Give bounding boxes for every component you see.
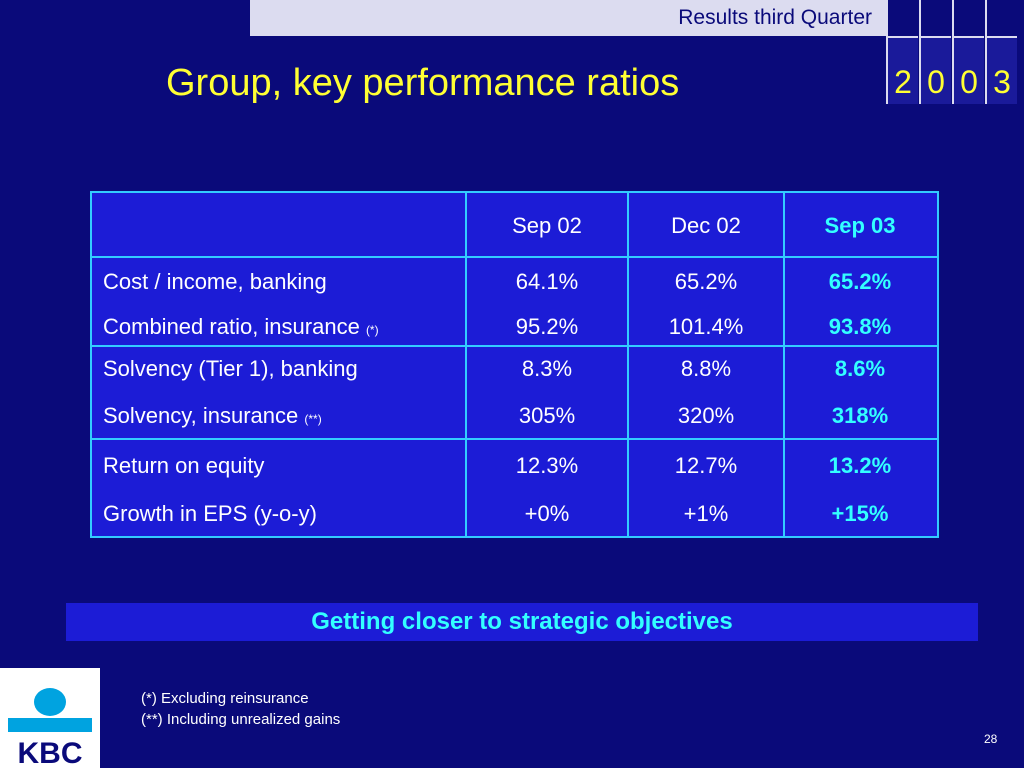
row-label: Combined ratio, insurance (*): [103, 314, 379, 339]
table-cell-current: 93.8%: [828, 314, 892, 339]
column-header: Sep 02: [512, 213, 582, 238]
table-cell: 101.4%: [668, 314, 744, 339]
table-divider: [92, 256, 937, 258]
table-cell: 65.2%: [674, 269, 738, 294]
kbc-logo: KBC: [0, 668, 100, 768]
year-digit: 0: [927, 64, 945, 100]
table-divider: [627, 193, 629, 536]
table-cell: 8.8%: [680, 356, 732, 381]
table-divider: [92, 438, 937, 440]
row-label: Solvency, insurance (**): [103, 403, 322, 428]
footnote: (*) Excluding reinsurance: [141, 690, 309, 707]
table-divider: [92, 345, 937, 347]
row-note: (*): [365, 323, 379, 337]
year-digit-cell: 0: [919, 0, 951, 104]
page-number: 28: [984, 732, 998, 746]
table-cell: 8.3%: [521, 356, 573, 381]
year-digit: 0: [960, 64, 978, 100]
table-cell: 12.7%: [674, 453, 738, 478]
section-title: Results third Quarter: [678, 6, 872, 29]
table-cell-current: 318%: [831, 403, 889, 428]
table-cell: +0%: [524, 501, 570, 526]
strategic-banner: Getting closer to strategic objectives: [66, 603, 978, 641]
row-note: (**): [304, 412, 322, 426]
column-header-current: Sep 03: [824, 213, 896, 238]
year-digit: 2: [894, 64, 912, 100]
table-divider: [783, 193, 785, 536]
svg-text:KBC: KBC: [18, 737, 83, 768]
ratios-table: Sep 02 Dec 02 Sep 03 Cost / income, bank…: [90, 191, 939, 538]
table-cell-current: 8.6%: [834, 356, 886, 381]
year-digit-cell: 2: [886, 0, 918, 104]
year-digit-cell: 3: [985, 0, 1017, 104]
year-digit: 3: [993, 64, 1011, 100]
column-header: Dec 02: [671, 213, 741, 238]
table-cell-current: 65.2%: [828, 269, 892, 294]
table-cell: 12.3%: [515, 453, 579, 478]
header-bar: Results third Quarter: [250, 0, 886, 36]
banner-text: Getting closer to strategic objectives: [311, 608, 733, 635]
row-label: Growth in EPS (y-o-y): [103, 501, 317, 526]
table-cell: +1%: [683, 501, 729, 526]
table-cell: 305%: [518, 403, 576, 428]
row-label: Cost / income, banking: [103, 269, 327, 294]
table-divider: [465, 193, 467, 536]
table-cell-current: +15%: [831, 501, 889, 526]
table-cell-current: 13.2%: [828, 453, 892, 478]
table-cell: 95.2%: [515, 314, 579, 339]
table-cell: 320%: [677, 403, 735, 428]
page-title: Group, key performance ratios: [166, 62, 680, 104]
table-cell: 64.1%: [515, 269, 579, 294]
footnote: (**) Including unrealized gains: [141, 711, 341, 728]
row-label: Return on equity: [103, 453, 265, 478]
year-digit-cell: 0: [952, 0, 984, 104]
row-label: Solvency (Tier 1), banking: [103, 356, 358, 381]
